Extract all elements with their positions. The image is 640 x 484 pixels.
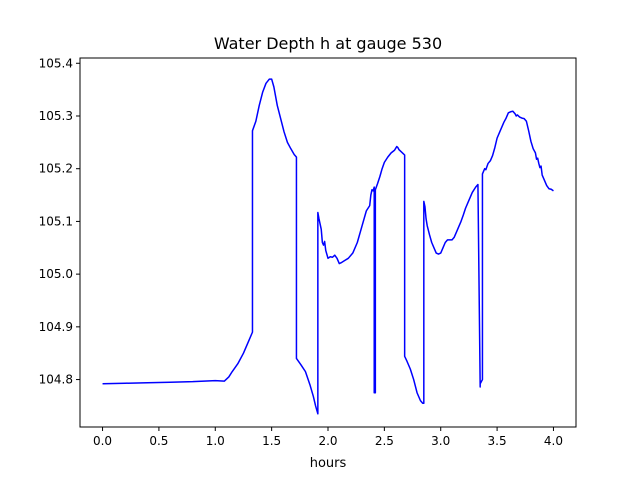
y-tick-label: 105.4 (39, 56, 73, 70)
y-axis: 104.8 104.9 105.0 105.1 105.2 105.3 105.4 (39, 56, 80, 387)
x-tick-label: 1.0 (206, 434, 225, 448)
x-axis: 0.0 0.5 1.0 1.5 2.0 2.5 3.0 3.5 4.0 (93, 427, 563, 448)
x-tick-label: 2.0 (318, 434, 337, 448)
chart-title: Water Depth h at gauge 530 (214, 34, 442, 53)
x-tick-label: 3.5 (488, 434, 507, 448)
plot-area (102, 78, 554, 415)
x-tick-label: 0.5 (149, 434, 168, 448)
series-line-0 (102, 78, 554, 415)
y-tick-label: 105.1 (39, 214, 73, 228)
x-tick-label: 1.5 (262, 434, 281, 448)
y-tick-label: 105.2 (39, 162, 73, 176)
y-tick-label: 104.8 (39, 373, 73, 387)
x-tick-label: 0.0 (93, 434, 112, 448)
y-tick-label: 105.3 (39, 109, 73, 123)
y-tick-label: 104.9 (39, 320, 73, 334)
x-tick-label: 3.0 (431, 434, 450, 448)
x-axis-label: hours (310, 456, 347, 471)
x-tick-label: 2.5 (375, 434, 394, 448)
x-tick-label: 4.0 (544, 434, 563, 448)
y-tick-label: 105.0 (39, 267, 73, 281)
